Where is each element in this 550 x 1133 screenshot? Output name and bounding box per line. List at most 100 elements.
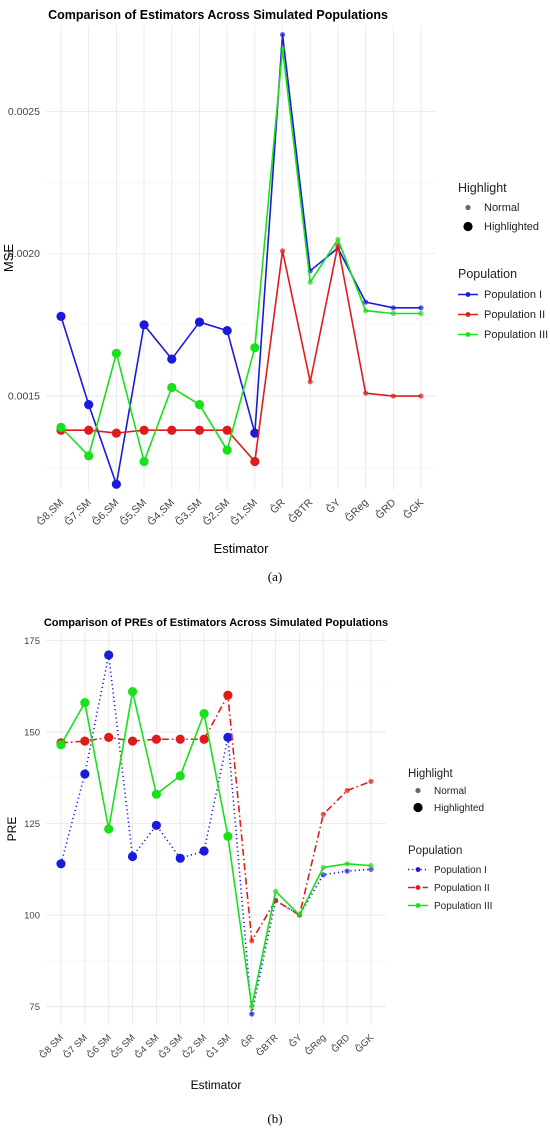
data-point bbox=[111, 479, 121, 489]
legend-marker bbox=[415, 867, 421, 872]
x-tick-label: Ĝ3 SM bbox=[157, 1032, 186, 1061]
x-tick-label: Ĝ6 SM bbox=[85, 1032, 114, 1061]
x-axis-label: Estimator bbox=[191, 1078, 242, 1092]
x-tick-label: Ĝ1,SM bbox=[228, 496, 260, 528]
data-point bbox=[84, 425, 94, 435]
y-tick-label: 125 bbox=[24, 819, 40, 830]
legend-marker-normal bbox=[465, 204, 471, 211]
data-point bbox=[344, 868, 350, 874]
data-point bbox=[223, 732, 233, 743]
data-point bbox=[223, 690, 233, 700]
data-point bbox=[222, 425, 232, 435]
data-point bbox=[151, 820, 161, 830]
chart-title: Comparison of PREs of Estimators Across … bbox=[44, 617, 388, 629]
x-axis-label: Estimator bbox=[214, 541, 270, 556]
data-point bbox=[363, 390, 369, 396]
data-point bbox=[418, 310, 424, 317]
data-point bbox=[151, 789, 161, 799]
data-point bbox=[199, 708, 209, 719]
panel-caption: (a) bbox=[268, 569, 282, 584]
data-point bbox=[167, 425, 177, 435]
data-point bbox=[344, 861, 350, 867]
data-point bbox=[104, 650, 114, 660]
data-point bbox=[194, 400, 205, 410]
x-tick-label: ĜRD bbox=[330, 1032, 353, 1055]
data-point bbox=[139, 456, 149, 467]
legend-marker-highlighted bbox=[413, 802, 423, 813]
x-tick-label: Ĝ2,SM bbox=[200, 496, 232, 528]
data-point bbox=[167, 382, 177, 393]
legend-label-highlighted: Highlighted bbox=[434, 803, 484, 814]
data-point bbox=[80, 736, 90, 746]
legend-title-highlight: Highlight bbox=[458, 181, 507, 195]
y-tick-label: 150 bbox=[24, 727, 40, 738]
data-point bbox=[250, 456, 260, 467]
data-point bbox=[273, 888, 279, 894]
data-point bbox=[111, 348, 121, 358]
data-point bbox=[222, 325, 232, 336]
legend-label-series: Population I bbox=[484, 289, 542, 301]
series-line bbox=[60, 690, 372, 1008]
x-tick-label: Ĝ8 SM bbox=[37, 1032, 66, 1061]
legend-marker bbox=[465, 312, 471, 317]
series-population-iii bbox=[56, 46, 424, 467]
x-tick-label: Ĝ5,SM bbox=[117, 496, 149, 528]
data-point bbox=[320, 811, 326, 817]
x-tick-label: Ĝ5 SM bbox=[109, 1032, 138, 1061]
y-tick-label: 175 bbox=[24, 636, 40, 647]
data-point bbox=[194, 317, 205, 327]
x-tick-label: Ĝ2 SM bbox=[181, 1032, 210, 1061]
legend-title-population: Population bbox=[408, 845, 462, 857]
grid bbox=[46, 633, 386, 1025]
data-point bbox=[175, 771, 185, 781]
data-point bbox=[250, 428, 260, 438]
data-point bbox=[368, 863, 374, 869]
series-population-ii bbox=[56, 690, 374, 944]
legend-marker bbox=[465, 332, 471, 337]
data-point bbox=[320, 872, 326, 878]
x-tick-label: Ĝ4,SM bbox=[145, 496, 177, 528]
data-point bbox=[199, 846, 209, 856]
x-tick-label: Ĝ6,SM bbox=[89, 496, 121, 528]
data-point bbox=[80, 769, 90, 779]
series-line bbox=[60, 694, 372, 942]
data-point bbox=[307, 379, 313, 385]
series-line bbox=[61, 244, 421, 463]
chart-title: Comparison of Estimators Across Simulate… bbox=[48, 8, 388, 22]
x-tick-label: ĜBTR bbox=[286, 496, 316, 526]
data-point bbox=[84, 451, 94, 461]
series-population-i bbox=[56, 650, 374, 1017]
data-point bbox=[279, 46, 286, 52]
legend-label-highlighted: Highlighted bbox=[484, 221, 539, 233]
data-point bbox=[368, 866, 374, 872]
y-axis-label: MSE bbox=[1, 244, 16, 273]
legend-label-normal: Normal bbox=[434, 786, 466, 797]
data-point bbox=[56, 311, 66, 321]
data-point bbox=[363, 308, 369, 314]
data-point bbox=[167, 354, 177, 364]
y-tick-label: 0.0015 bbox=[8, 391, 40, 403]
legend-label-series: Population I bbox=[434, 865, 487, 876]
x-tick-label: ĜBTR bbox=[254, 1032, 281, 1059]
data-point bbox=[84, 400, 94, 410]
legend-marker bbox=[415, 885, 421, 890]
data-point bbox=[175, 853, 185, 863]
legend-marker-highlighted bbox=[463, 221, 473, 232]
data-point bbox=[368, 778, 374, 784]
data-point bbox=[139, 425, 149, 435]
series-line bbox=[60, 33, 421, 486]
y-axis-label: PRE bbox=[5, 817, 19, 842]
x-tick-label: Ĝ1 SM bbox=[204, 1032, 233, 1061]
series-line bbox=[60, 654, 372, 1015]
legend-title-highlight: Highlight bbox=[408, 768, 454, 780]
data-point bbox=[80, 698, 90, 708]
x-tick-label: ĜGK bbox=[353, 1032, 376, 1055]
data-point bbox=[175, 734, 185, 744]
legend-marker-normal bbox=[415, 787, 421, 794]
legend-marker bbox=[465, 292, 471, 297]
series-population-i bbox=[56, 31, 424, 489]
series-population-iii bbox=[56, 687, 374, 1010]
data-point bbox=[249, 1011, 255, 1017]
x-tick-label: Ĝ4 SM bbox=[133, 1032, 162, 1061]
